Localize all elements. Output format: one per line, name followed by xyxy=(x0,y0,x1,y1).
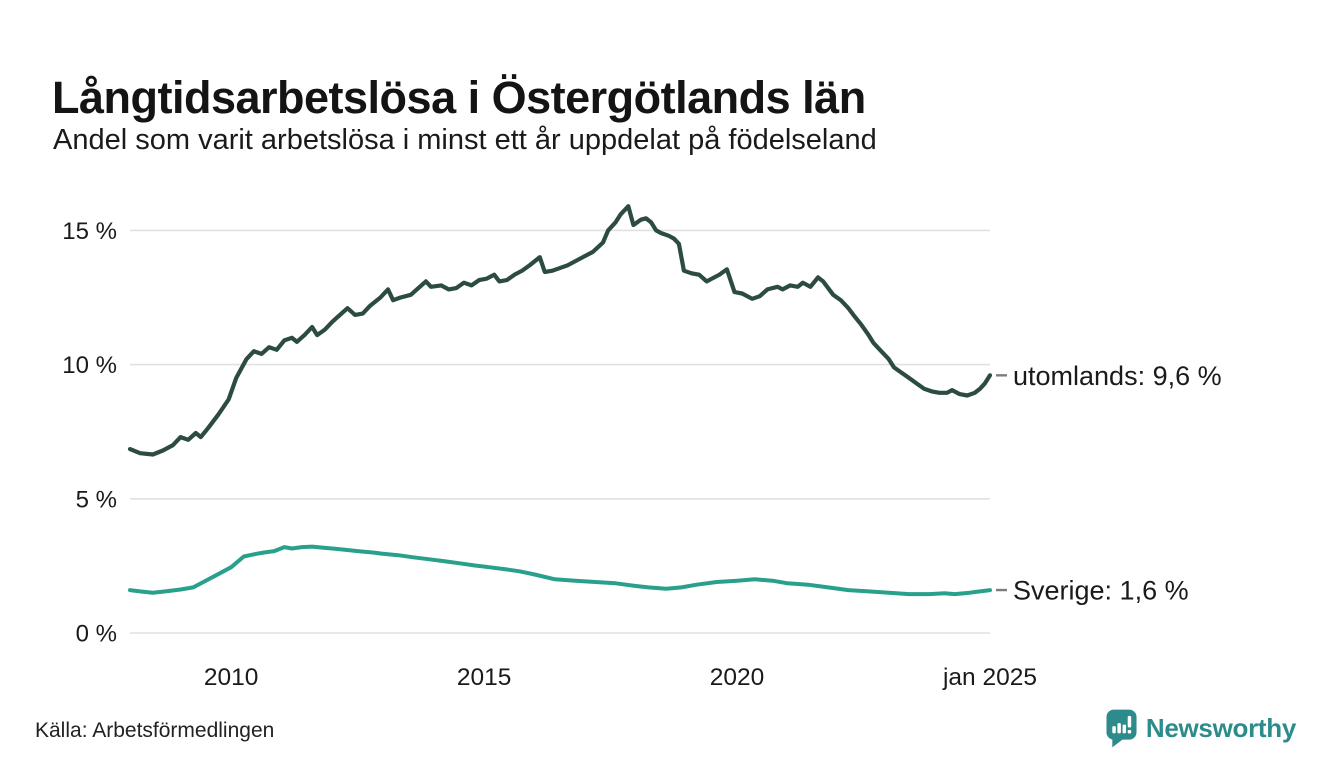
x-tick-label: 2010 xyxy=(204,664,259,691)
series-line-Sverige xyxy=(128,544,992,597)
y-tick-label: 15 % xyxy=(62,218,117,245)
source-note: Källa: Arbetsförmedlingen xyxy=(35,719,275,742)
x-tick-label: 2020 xyxy=(710,664,765,691)
x-tick-label: 2015 xyxy=(457,664,512,691)
chart-subtitle: Andel som varit arbetslösa i minst ett å… xyxy=(53,124,877,156)
y-tick-label: 5 % xyxy=(76,486,117,513)
series-line-utomlands xyxy=(127,204,993,457)
newsworthy-badge-icon xyxy=(1106,709,1137,748)
series-end-label-Sverige: Sverige: 1,6 % xyxy=(1013,576,1189,606)
y-tick-label: 10 % xyxy=(62,352,117,379)
x-tick-label: jan 2025 xyxy=(942,664,1037,691)
page-title: Långtidsarbetslösa i Östergötlands län xyxy=(52,72,866,124)
newsworthy-wordmark: Newsworthy xyxy=(1145,713,1296,743)
newsworthy-logo: Newsworthy xyxy=(1106,709,1296,748)
series-end-label-utomlands: utomlands: 9,6 % xyxy=(1013,361,1222,391)
y-tick-label: 0 % xyxy=(76,621,117,648)
